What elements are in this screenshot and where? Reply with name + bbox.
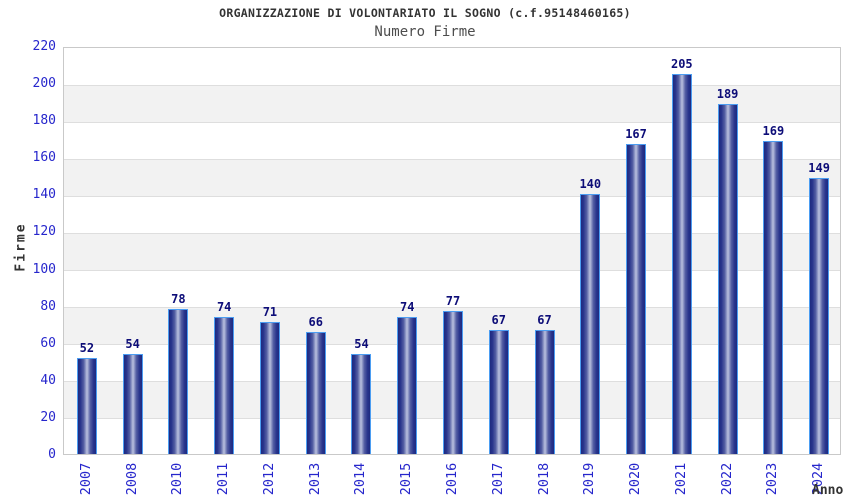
bar-2008: [122, 353, 143, 454]
y-tick-label: 160: [32, 150, 56, 166]
x-tick-label: 2014: [352, 462, 369, 496]
bar-value-label: 52: [79, 340, 95, 355]
x-tick-label: 2021: [672, 462, 689, 496]
y-tick-label: 180: [32, 112, 56, 128]
x-tick-label: 2023: [764, 462, 781, 496]
bar-2017: [488, 329, 509, 454]
bar-2010: [168, 309, 189, 454]
bar-value-label: 189: [716, 86, 739, 101]
bar-2018: [534, 329, 555, 454]
bar-value-label: 169: [762, 123, 785, 138]
x-tick-label: 2012: [260, 462, 277, 496]
bar-2007: [76, 357, 97, 454]
bar-value-label: 71: [262, 305, 278, 320]
bar-value-label: 54: [354, 336, 369, 351]
y-tick-label: 60: [40, 335, 56, 351]
y-tick-label: 100: [32, 261, 56, 277]
plot-area: 52 54 78 74 71 66 54 74 77 67 67 140 167 205 189 169 149: [63, 47, 841, 455]
bar-2023: [763, 140, 784, 454]
bar-2013: [305, 331, 326, 454]
y-tick-label: 200: [32, 75, 56, 91]
y-tick-label: 40: [40, 372, 56, 388]
x-tick-label: 2011: [215, 462, 232, 496]
x-tick-label: 2016: [444, 462, 460, 496]
bar-value-label: 74: [216, 299, 232, 314]
x-tick-label: 2008: [123, 462, 140, 496]
bar-value-label: 205: [670, 56, 693, 71]
gridline: [64, 158, 840, 160]
x-tick-label: 2015: [398, 462, 415, 496]
chart-title: ORGANIZZAZIONE DI VOLONTARIATO IL SOGNO …: [219, 6, 631, 20]
gridline: [64, 232, 840, 234]
x-tick-label: 2007: [77, 462, 94, 496]
bar-value-label: 54: [125, 336, 140, 351]
bar-value-label: 149: [808, 160, 830, 175]
gridline: [64, 307, 840, 309]
x-tick-label: 2020: [627, 462, 644, 496]
bar-2022: [717, 103, 738, 454]
plot-band: [64, 85, 840, 123]
x-tick-label: 2018: [535, 462, 552, 496]
bar-value-label: 66: [308, 314, 323, 329]
bar-2011: [214, 316, 235, 454]
bar-2021: [671, 73, 692, 454]
x-tick-label: 2010: [169, 462, 186, 496]
x-tick-label: 2022: [718, 462, 735, 496]
gridline: [64, 121, 840, 123]
bar-2015: [397, 316, 418, 454]
bar-2016: [443, 311, 463, 454]
bar-2020: [626, 144, 647, 454]
gridline: [64, 195, 840, 197]
bar-2019: [580, 194, 601, 454]
plot-band: [64, 159, 840, 197]
plot-band: [64, 233, 840, 271]
gridline: [64, 84, 840, 86]
bar-value-label: 74: [400, 299, 415, 314]
x-axis-title: Anno: [812, 483, 844, 498]
bar-2014: [351, 353, 372, 454]
y-tick-label: 120: [32, 224, 56, 240]
bar-value-label: 77: [445, 294, 461, 309]
y-tick-label: 80: [40, 298, 56, 314]
x-tick-label: 2013: [306, 462, 323, 496]
bar-value-label: 67: [491, 312, 506, 327]
bar-value-label: 67: [537, 312, 552, 327]
y-tick-label: 20: [40, 409, 56, 425]
bar-value-label: 78: [171, 292, 186, 307]
y-axis-ticks: 0 20 40 60 80 100 120 140 160 180 200 220: [0, 0, 56, 500]
x-tick-label: 2017: [489, 462, 506, 496]
bar-2012: [259, 322, 280, 454]
y-tick-label: 140: [32, 187, 56, 203]
chart-subtitle: Numero Firme: [374, 24, 476, 40]
bar-value-label: 140: [579, 177, 602, 192]
gridline: [64, 270, 840, 272]
bar-2024: [809, 177, 830, 454]
y-tick-label: 0: [48, 446, 56, 462]
x-tick-label: 2019: [581, 462, 598, 496]
bar-value-label: 167: [625, 127, 647, 142]
y-tick-label: 220: [32, 38, 56, 54]
